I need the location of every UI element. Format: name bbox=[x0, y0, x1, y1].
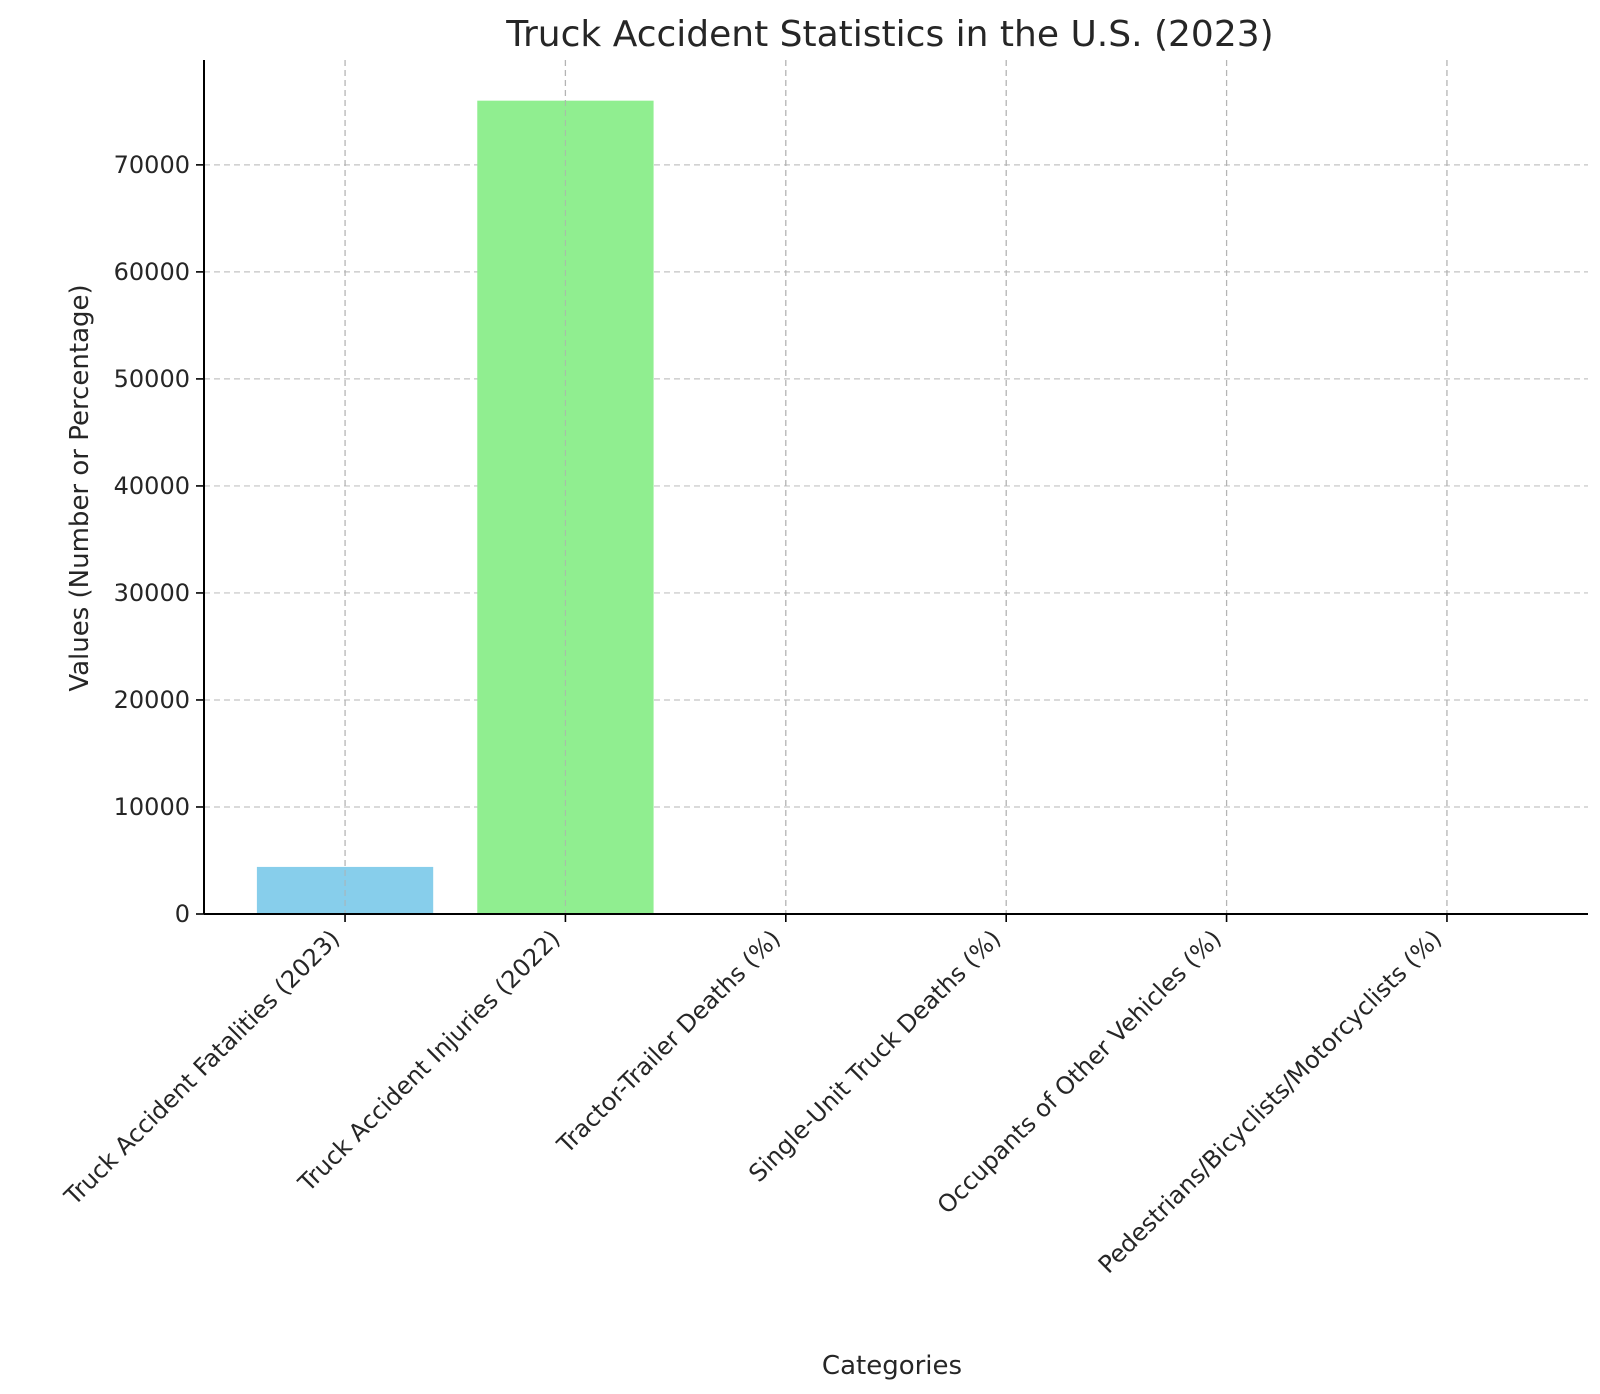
y-tick-label: 40000 bbox=[114, 472, 190, 500]
ticks: 0 10000 20000 30000 40000 50000 60000 70000 Truc… bbox=[58, 151, 1448, 1279]
x-tick-label: Tractor-Trailer Deaths (%) bbox=[551, 924, 786, 1159]
x-tick-label: Single-Unit Truck Deaths (%) bbox=[743, 924, 1006, 1187]
y-tick-label: 0 bbox=[175, 900, 190, 928]
y-tick-label: 10000 bbox=[114, 793, 190, 821]
y-tick-label: 20000 bbox=[114, 686, 190, 714]
y-tick-label: 50000 bbox=[114, 365, 190, 393]
bars bbox=[256, 60, 1536, 914]
y-axis-label: Values (Number or Percentage) bbox=[65, 284, 95, 691]
y-tick-label: 70000 bbox=[114, 151, 190, 179]
grid bbox=[204, 60, 1588, 914]
x-tick-label: Pedestrians/Bicyclists/Motorcyclists (%) bbox=[1093, 924, 1447, 1278]
bar bbox=[477, 100, 654, 914]
x-tick-label: Truck Accident Injuries (2022) bbox=[292, 924, 565, 1197]
y-tick-label: 60000 bbox=[114, 258, 190, 286]
chart-title: Truck Accident Statistics in the U.S. (2… bbox=[505, 14, 1273, 55]
y-tick-label: 30000 bbox=[114, 579, 190, 607]
x-axis-label: Categories bbox=[822, 1351, 962, 1381]
axes bbox=[203, 60, 1588, 915]
